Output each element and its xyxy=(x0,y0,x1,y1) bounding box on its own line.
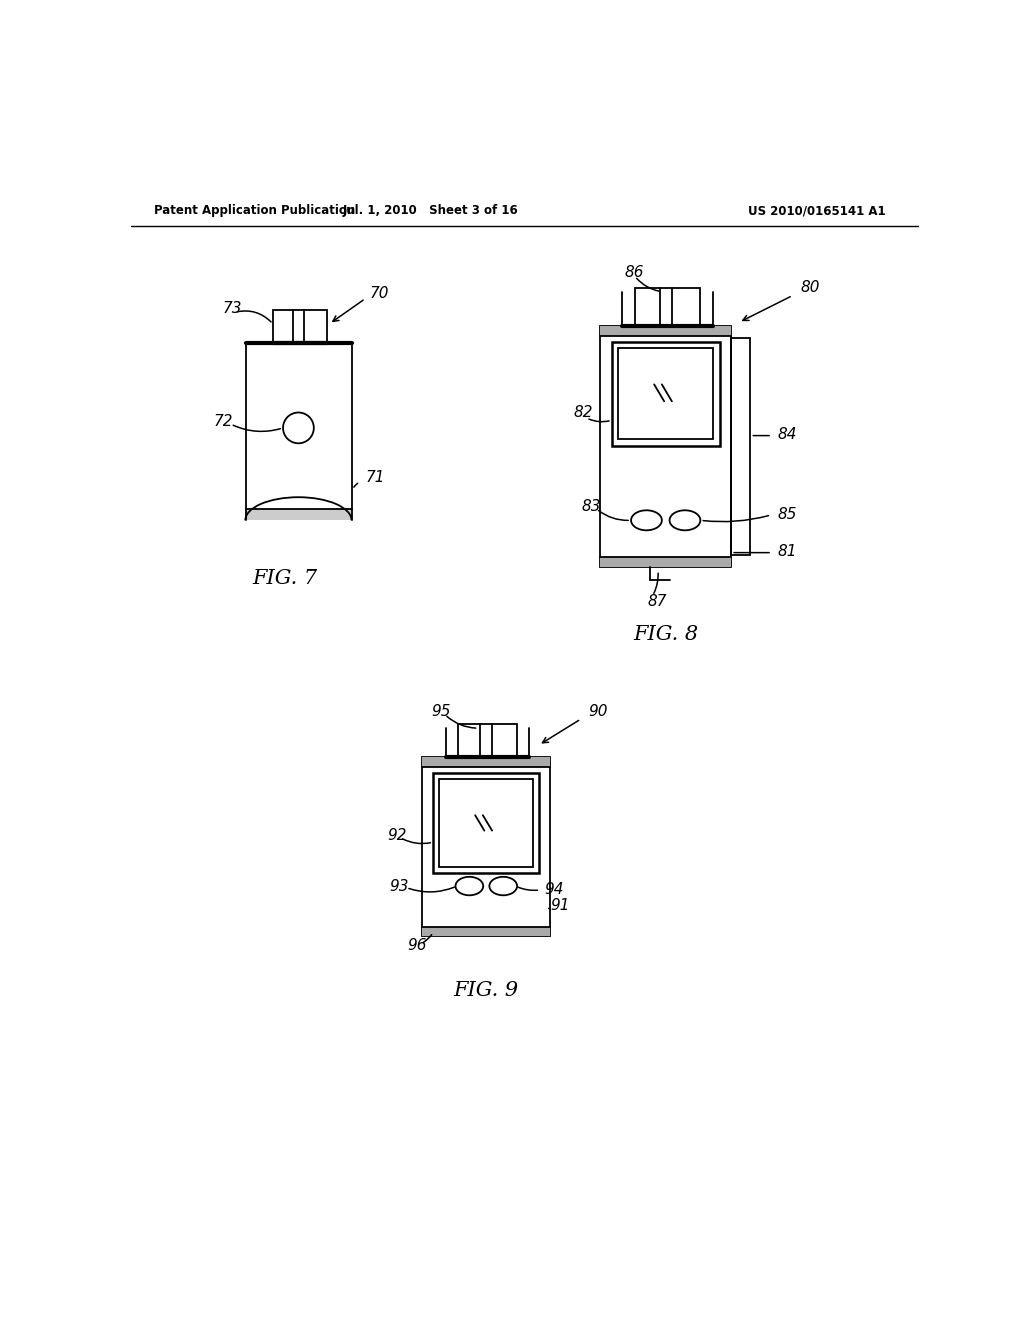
Text: Jul. 1, 2010   Sheet 3 of 16: Jul. 1, 2010 Sheet 3 of 16 xyxy=(343,205,519,218)
Text: 86: 86 xyxy=(625,265,644,280)
Bar xyxy=(611,342,720,446)
Bar xyxy=(458,725,517,758)
Text: 91: 91 xyxy=(550,898,569,913)
Text: US 2010/0165141 A1: US 2010/0165141 A1 xyxy=(748,205,885,218)
Bar xyxy=(731,338,751,554)
Text: 81: 81 xyxy=(777,544,797,558)
Text: 71: 71 xyxy=(366,470,385,486)
Text: 87: 87 xyxy=(648,594,668,609)
Text: 72: 72 xyxy=(214,414,233,429)
Text: Patent Application Publication: Patent Application Publication xyxy=(154,205,355,218)
Text: 84: 84 xyxy=(777,426,797,442)
Text: 93: 93 xyxy=(389,879,409,894)
Text: 70: 70 xyxy=(370,285,389,301)
Text: 96: 96 xyxy=(408,937,427,953)
Text: 80: 80 xyxy=(801,280,820,296)
Bar xyxy=(246,508,352,520)
Text: 94: 94 xyxy=(545,882,564,898)
Bar xyxy=(635,288,700,326)
Bar xyxy=(600,326,731,335)
Text: 73: 73 xyxy=(223,301,243,315)
Bar xyxy=(600,557,731,566)
Bar xyxy=(617,348,714,440)
Text: 83: 83 xyxy=(581,499,600,513)
Text: 92: 92 xyxy=(387,829,407,843)
Bar xyxy=(433,774,539,873)
Text: 95: 95 xyxy=(431,704,451,719)
Bar xyxy=(439,779,532,867)
Bar xyxy=(600,326,731,566)
Bar xyxy=(422,758,550,936)
Text: 82: 82 xyxy=(573,405,593,420)
Text: 90: 90 xyxy=(589,704,608,719)
Text: FIG. 8: FIG. 8 xyxy=(633,624,698,644)
Text: FIG. 9: FIG. 9 xyxy=(454,981,519,999)
Text: 85: 85 xyxy=(777,507,797,521)
Bar xyxy=(273,310,327,343)
Bar xyxy=(422,927,550,936)
Text: FIG. 7: FIG. 7 xyxy=(252,569,317,587)
Bar xyxy=(422,758,550,767)
